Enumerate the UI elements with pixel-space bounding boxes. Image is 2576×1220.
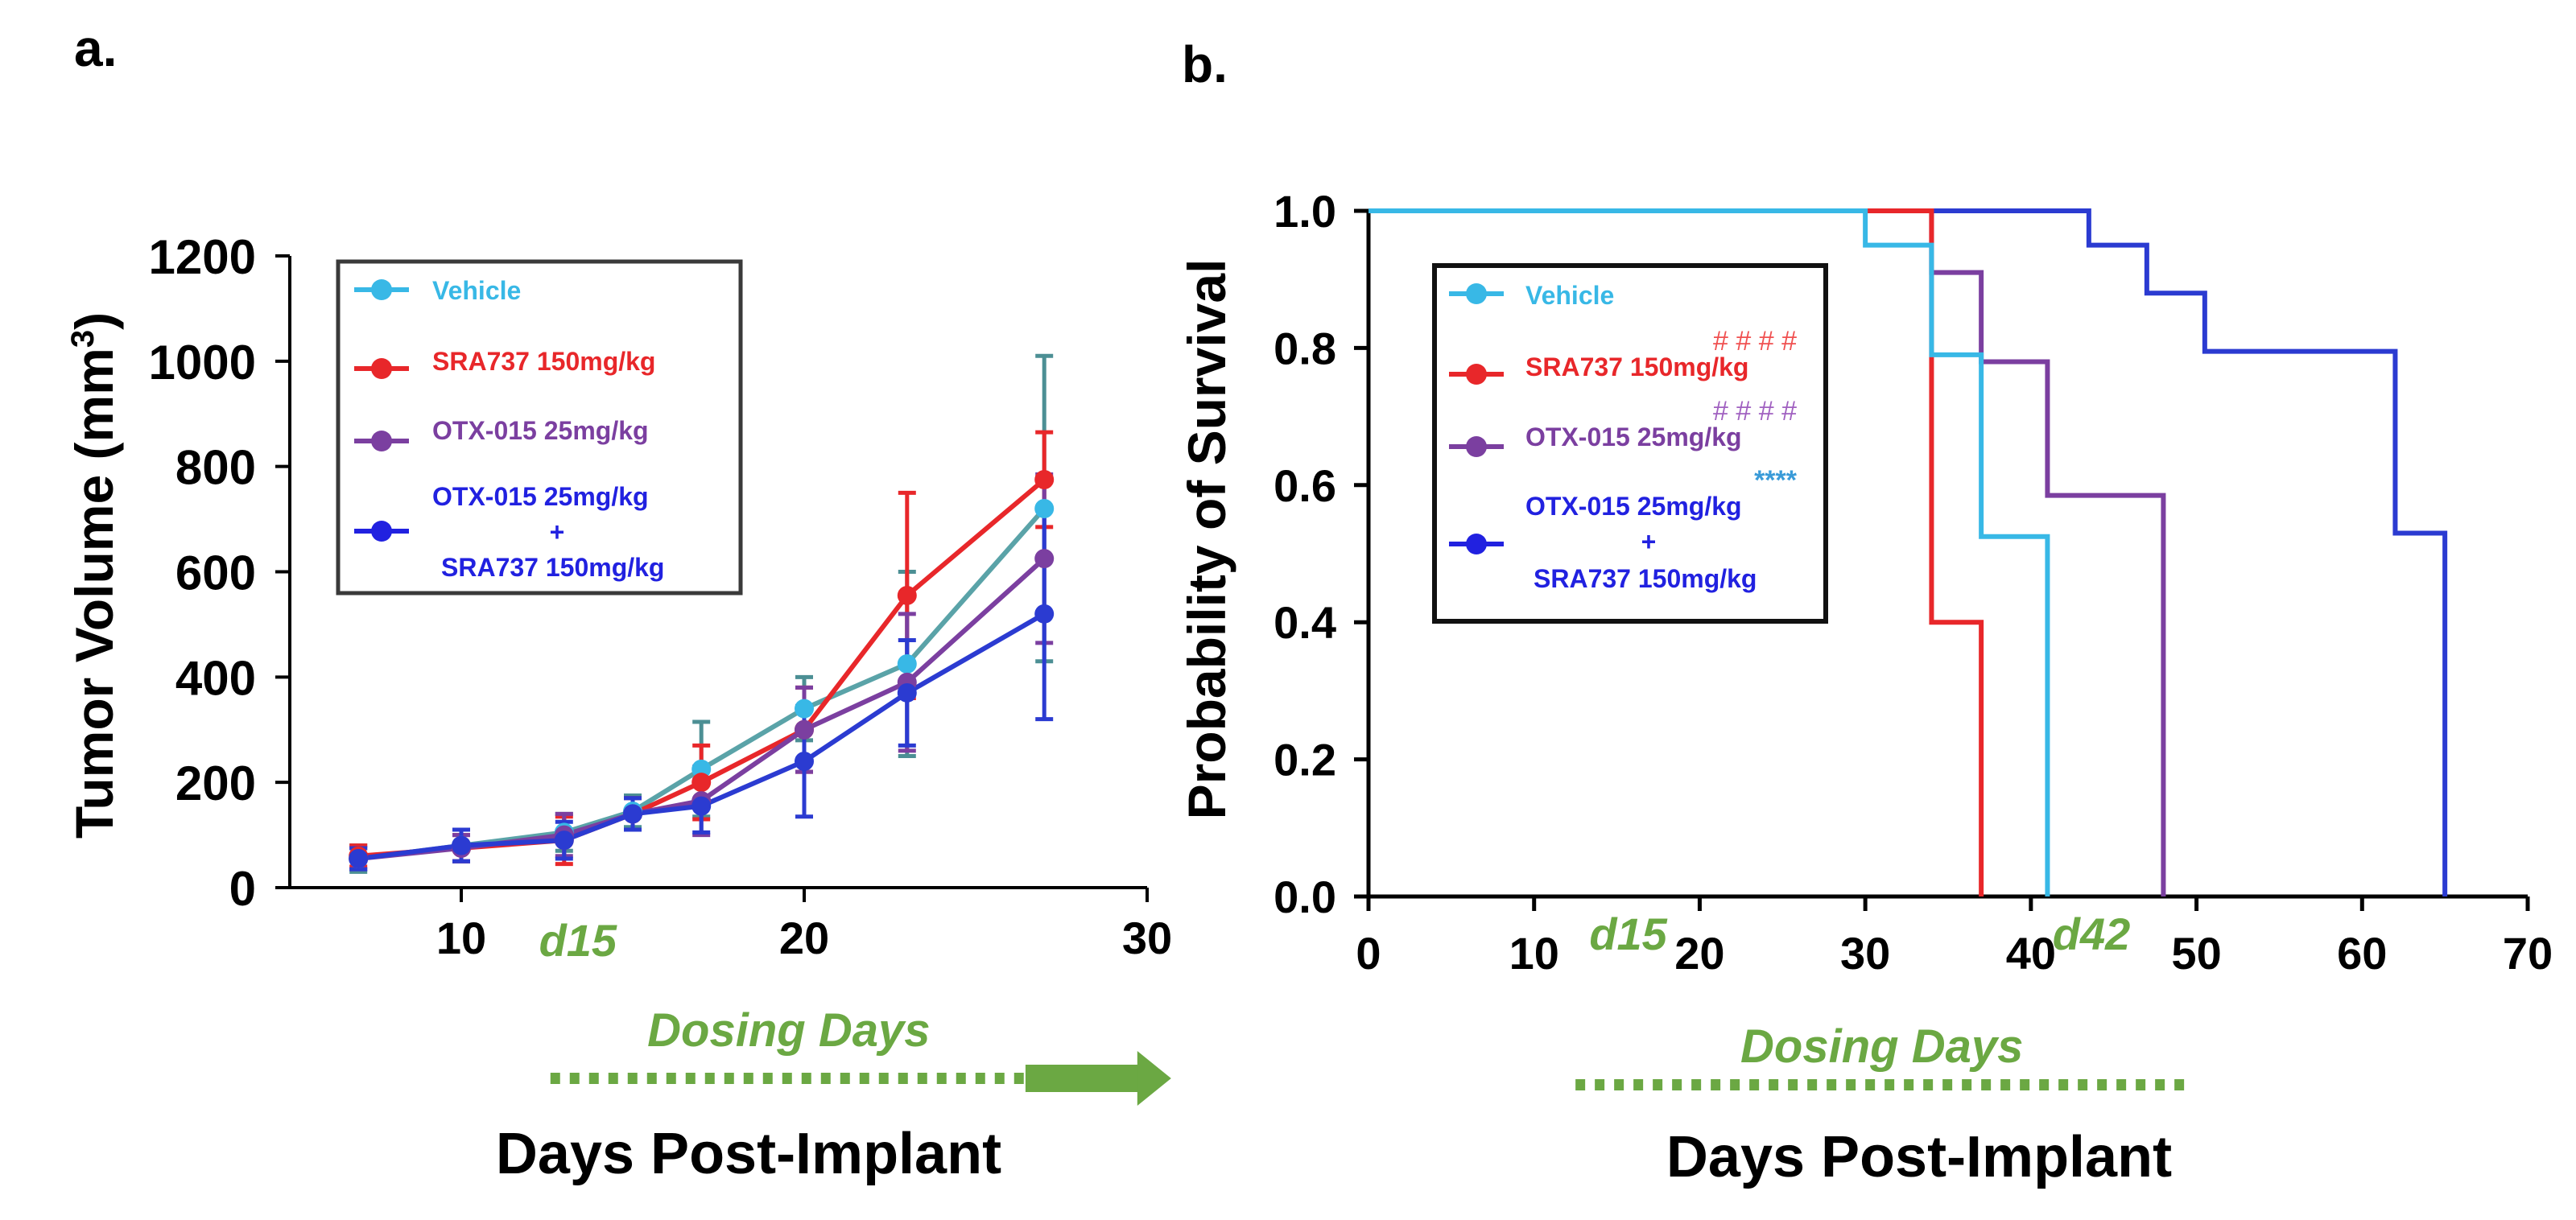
panel-a-x-tick-label: 30 (1122, 913, 1172, 963)
panel-a-point-otx015 (795, 719, 814, 740)
panel-a-y-tick-label: 1200 (149, 230, 256, 284)
panel-a-dosing-arrow-head (1137, 1051, 1171, 1106)
panel-a-dosing-days-label: Dosing Days (647, 1004, 930, 1057)
panel-a-tumor-volume-chart: a. Tumor Volume (mm3) 0 200 400 600 800 1000 1… (64, 19, 1172, 1186)
panel-a-y-tick-label: 1000 (149, 336, 256, 389)
panel-b-x-tick-label: 40 (2006, 928, 2056, 979)
panel-b-survival-curve-combo (1368, 208, 2448, 896)
panel-a-y-tick-label: 400 (175, 651, 256, 705)
panel-a-point-combo (1034, 604, 1055, 624)
panel-b-legend-label-sra737: SRA737 150mg/kg (1525, 352, 1748, 381)
panel-b-x-tick-label: 20 (1674, 928, 1724, 979)
panel-a-point-combo (554, 831, 574, 851)
panel-b-legend-significance-combo: **** (1754, 465, 1798, 496)
panel-b-survival-chart: b. Probability of Survival 0.00.20.40.60… (1177, 35, 2553, 1189)
panel-b-legend-entry-vehicle: Vehicle (1449, 281, 1614, 310)
panel-b-y-tick-label: 0.2 (1274, 735, 1336, 785)
panel-a-line-combo (357, 612, 1046, 861)
panel-a-point-vehicle (1034, 499, 1055, 518)
panel-a-legend-entry-vehicle: Vehicle (354, 276, 521, 305)
panel-a-y-tick-label: 600 (175, 546, 256, 600)
panel-b-x-tick-label: 10 (1509, 928, 1559, 979)
panel-b-x-axis-label: Days Post-Implant (1666, 1125, 2172, 1189)
panel-b-x-tick-label: 30 (1840, 928, 1890, 979)
panel-b-label: b. (1182, 35, 1228, 93)
panel-b-y-tick-label: 1.0 (1274, 186, 1336, 237)
panel-a-legend-entry-sra737: SRA737 150mg/kg (354, 347, 655, 379)
panel-b-legend-label-otx015: OTX-015 25mg/kg (1525, 422, 1742, 451)
panel-b-x-tick-label: 60 (2337, 928, 2387, 979)
panel-a-legend-entry-combo: OTX-015 25mg/kg + SRA737 150mg/kg (354, 482, 664, 582)
panel-b-y-tick-label: 0.6 (1274, 460, 1336, 511)
panel-a-y-tick-label: 800 (175, 441, 256, 495)
panel-b-y-axis-label: Probability of Survival (1177, 259, 1236, 820)
panel-a-point-combo (349, 849, 369, 869)
panel-a-point-sra737 (691, 773, 712, 793)
panel-b-legend-entry-otx015: # # # # OTX-015 25mg/kg (1449, 396, 1797, 457)
panel-b-y-tick-label: 0.0 (1274, 872, 1336, 922)
panel-a-point-combo (691, 796, 712, 816)
panel-a-data-points (349, 470, 1055, 869)
panel-b-legend-significance-sra737: # # # # (1713, 326, 1797, 357)
panel-a-axes (275, 254, 1149, 902)
panel-a-dosing-arrow (1025, 1051, 1171, 1106)
panel-b-survival-curves (1368, 208, 2448, 896)
panel-a-y-tick-label: 0 (229, 862, 256, 916)
panel-a-point-vehicle (795, 699, 814, 719)
panel-b-legend: Vehicle # # # # SRA737 150mg/kg # # # # … (1432, 263, 1828, 624)
panel-b-axes (1354, 208, 2530, 911)
panel-a-tick-labels: 0 200 400 600 800 1000 1200 10 20 30 (149, 230, 1173, 963)
panel-a-x-axis-label: Days Post-Implant (496, 1122, 1001, 1186)
panel-b-legend-box (1432, 263, 1828, 624)
panel-b-legend-label-vehicle: Vehicle (1525, 281, 1614, 310)
panel-b-x-tick-label: 70 (2503, 928, 2553, 979)
panel-b-tick-labels: 0.0 0.2 0.4 0.6 0.8 1.0 0 10 20 30 40 50 60 70 (1274, 186, 2553, 979)
panel-a-legend-entry-otx015: OTX-015 25mg/kg (354, 416, 649, 451)
panel-b-legend-significance-otx015: # # # # (1713, 396, 1797, 427)
panel-a-y-axis-label: Tumor Volume (mm3) (64, 312, 124, 839)
panel-a-legend-label-vehicle: Vehicle (432, 276, 521, 305)
panel-a-legend-label-otx015: OTX-015 25mg/kg (432, 416, 649, 445)
panel-a-point-sra737 (1034, 470, 1055, 490)
panel-a-label: a. (74, 19, 117, 77)
panel-a-point-combo (623, 804, 642, 824)
panel-a-legend-label-combo-line3: SRA737 150mg/kg (441, 553, 664, 582)
panel-a-point-vehicle (897, 653, 917, 674)
panel-b-legend-label-combo-line3: SRA737 150mg/kg (1534, 564, 1757, 593)
panel-a-x-tick-label: 10 (436, 913, 486, 963)
panel-b-legend-entry-sra737: # # # # SRA737 150mg/kg (1449, 326, 1797, 385)
panel-a-point-sra737 (897, 585, 917, 605)
panel-b-y-tick-label: 0.8 (1274, 323, 1336, 373)
panel-a-series-lines (357, 477, 1046, 862)
panel-b-legend-entry-combo: **** OTX-015 25mg/kg + SRA737 150mg/kg (1449, 465, 1798, 593)
panel-a-legend-label-combo-line1: OTX-015 25mg/kg (432, 482, 649, 511)
panel-a-legend-label-sra737: SRA737 150mg/kg (432, 347, 655, 376)
panel-b-y-tick-label: 0.4 (1274, 597, 1336, 648)
panel-a-point-otx015 (1034, 549, 1055, 569)
panel-a-y-tick-label: 200 (175, 756, 256, 810)
panel-b-survival-curve-vehicle (1368, 208, 2050, 896)
panel-b-d15-label: d15 (1589, 909, 1667, 959)
panel-a-legend: Vehicle SRA737 150mg/kg OTX-015 25mg/kg … (336, 259, 743, 596)
panel-a-legend-label-combo-plus: + (550, 517, 565, 546)
panel-a-x-tick-label: 20 (779, 913, 829, 963)
panel-b-x-tick-label: 0 (1356, 928, 1381, 979)
panel-b-dosing-days-label: Dosing Days (1740, 1020, 2023, 1073)
panel-a-point-combo (452, 835, 471, 855)
panel-a-d15-label: d15 (539, 915, 617, 966)
panel-b-d42-label: d42 (2053, 909, 2131, 959)
panel-a-point-combo (897, 682, 917, 703)
panel-b-x-tick-label: 50 (2171, 928, 2221, 979)
panel-b-legend-label-combo-line1: OTX-015 25mg/kg (1525, 492, 1742, 521)
panel-a-point-combo (795, 752, 814, 771)
panel-a-legend-box (336, 259, 743, 596)
panel-b-legend-label-combo-plus: + (1641, 527, 1657, 556)
panel-a-dosing-arrow-shaft (1025, 1065, 1139, 1092)
